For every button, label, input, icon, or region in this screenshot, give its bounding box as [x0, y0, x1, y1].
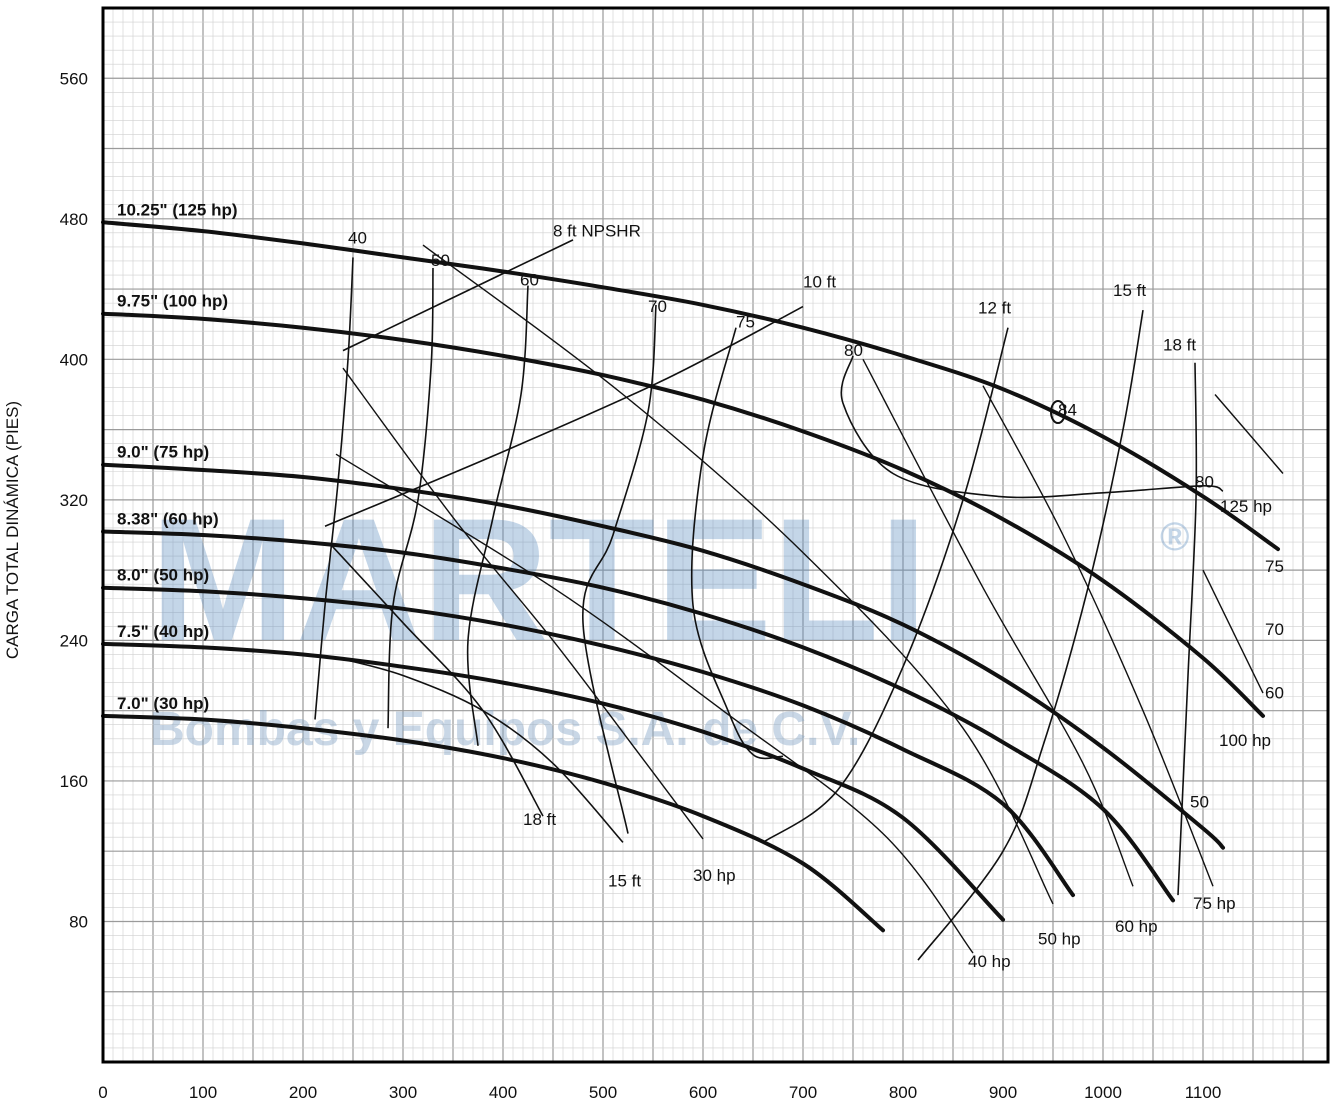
- impeller-curve-label: 7.0" (30 hp): [117, 694, 209, 713]
- npshr-label: 15 ft: [1113, 281, 1146, 300]
- npshr-curve: [329, 543, 544, 817]
- x-tick-label: 600: [689, 1083, 717, 1102]
- npshr-label: 15 ft: [608, 871, 641, 890]
- npshr-label: 12 ft: [978, 299, 1011, 318]
- x-tick-label: 700: [789, 1083, 817, 1102]
- efficiency-curve: [582, 304, 657, 834]
- impeller-curve: [101, 641, 1005, 922]
- chart-labels: 10.25" (125 hp) 9.75" (100 hp) 9.0" (75 hp…: [117, 200, 1284, 971]
- y-tick-label: 480: [60, 210, 88, 229]
- impeller-hp: (60 hp): [158, 509, 218, 528]
- x-tick-label: 0: [98, 1083, 107, 1102]
- npshr-label: 10 ft: [803, 272, 836, 291]
- y-tick-label: 240: [60, 631, 88, 650]
- impeller-diameter: 7.0" (30 hp): [117, 694, 209, 713]
- impeller-curve: [101, 713, 885, 933]
- impeller-diameter: 7.5": [117, 622, 149, 641]
- impeller-curve-label: 10.25" (125 hp): [117, 200, 238, 219]
- horsepower-line: [862, 358, 1134, 887]
- y-tick-label: 320: [60, 491, 88, 510]
- impeller-curve-label: 9.0" (75 hp): [117, 443, 209, 462]
- impeller-diameter: 8.38": [117, 509, 158, 528]
- npshr-label: 8 ft NPSHR: [553, 221, 641, 240]
- efficiency-label: 50: [431, 251, 450, 270]
- horsepower-label: 50 hp: [1038, 929, 1081, 948]
- y-tick-label: 560: [60, 69, 88, 88]
- efficiency-island: [1050, 400, 1066, 425]
- watermark: MARTELI ® Bombas y Equipos S.A. de C.V.: [150, 483, 1189, 756]
- efficiency-curve: [466, 285, 529, 746]
- chart-axes: 0 100 200 300 400 500 600 700 800 900 1000 1100 80 16…: [60, 6, 1330, 1102]
- npshr-curve: [762, 327, 1009, 844]
- efficiency-label: 60: [520, 271, 539, 290]
- x-tick-label: 100: [189, 1083, 217, 1102]
- efficiency-edge-label: 75: [1265, 557, 1284, 576]
- impeller-curve-label: 9.75" (100 hp): [117, 292, 228, 311]
- efficiency-edge-label: 70: [1265, 620, 1284, 639]
- impeller-diameter: 9.75" (100 hp): [117, 292, 228, 311]
- y-tick-label: 160: [60, 772, 88, 791]
- horsepower-line: [1202, 569, 1264, 694]
- chart-curves: [101, 220, 1284, 961]
- horsepower-label: 60 hp: [1115, 917, 1158, 936]
- x-tick-label: 1000: [1084, 1083, 1122, 1102]
- x-tick-label: 1100: [1185, 1083, 1222, 1102]
- efficiency-edge-label: 80: [1195, 473, 1214, 492]
- impeller-curve-label: 7.5" (40 hp): [117, 622, 209, 641]
- impeller-hp: (50 hp): [149, 566, 209, 585]
- impeller-curve-label: 8.0" (50 hp): [117, 566, 209, 585]
- efficiency-curve: [840, 355, 1224, 499]
- x-tick-label: 500: [589, 1083, 617, 1102]
- efficiency-label: 40: [348, 228, 367, 247]
- npshr-label: 18 ft: [523, 810, 556, 829]
- impeller-diameter: 9.0" (75 hp): [117, 443, 209, 462]
- npshr-curve: [324, 305, 804, 527]
- impeller-curve: [101, 585, 1075, 898]
- horsepower-line: [342, 367, 704, 840]
- plot-frame: [101, 6, 1330, 1064]
- horsepower-line: [982, 385, 1214, 887]
- efficiency-label: 70: [648, 297, 667, 316]
- efficiency-curve: [690, 327, 784, 760]
- y-axis-title: CARGA TOTAL DINÁMICA (PIES): [3, 401, 22, 659]
- impeller-curve: [101, 220, 1280, 552]
- y-tick-label: 400: [60, 350, 88, 369]
- impeller-curve: [101, 529, 1175, 903]
- y-tick-label: 80: [69, 912, 88, 931]
- impeller-curve: [101, 462, 1225, 850]
- horsepower-line: [335, 453, 974, 954]
- horsepower-label: 30 hp: [693, 866, 736, 885]
- x-tick-label: 200: [289, 1083, 317, 1102]
- horsepower-label: 125 hp: [1220, 497, 1272, 516]
- efficiency-label: 75: [736, 313, 755, 332]
- x-tick-label: 300: [389, 1083, 417, 1102]
- npshr-curve: [917, 309, 1144, 961]
- impeller-curve: [101, 311, 1265, 718]
- impeller-diameter: 10.25" (125 hp): [117, 200, 238, 219]
- impeller-hp: (40 hp): [149, 622, 209, 641]
- horsepower-label: 40 hp: [968, 952, 1011, 971]
- efficiency-label: 84: [1058, 401, 1077, 420]
- x-tick-label: 800: [889, 1083, 917, 1102]
- watermark-registered-mark: ®: [1160, 515, 1189, 559]
- horsepower-label: 75 hp: [1193, 894, 1236, 913]
- impeller-diameter: 8.0": [117, 566, 149, 585]
- x-tick-label: 400: [489, 1083, 517, 1102]
- npshr-curve: [337, 657, 624, 843]
- npshr-curve: [342, 239, 574, 352]
- impeller-curve-label: 8.38" (60 hp): [117, 509, 219, 528]
- horsepower-line: [422, 244, 1054, 905]
- npshr-label: 18 ft: [1163, 336, 1196, 355]
- efficiency-edge-label: 50: [1190, 792, 1209, 811]
- x-tick-label: 900: [989, 1083, 1017, 1102]
- efficiency-label: 80: [844, 341, 863, 360]
- horsepower-label: 100 hp: [1219, 731, 1271, 750]
- efficiency-curve: [387, 267, 434, 729]
- horsepower-line: [1214, 394, 1284, 474]
- efficiency-edge-label: 60: [1265, 683, 1284, 702]
- efficiency-curve: [314, 257, 354, 720]
